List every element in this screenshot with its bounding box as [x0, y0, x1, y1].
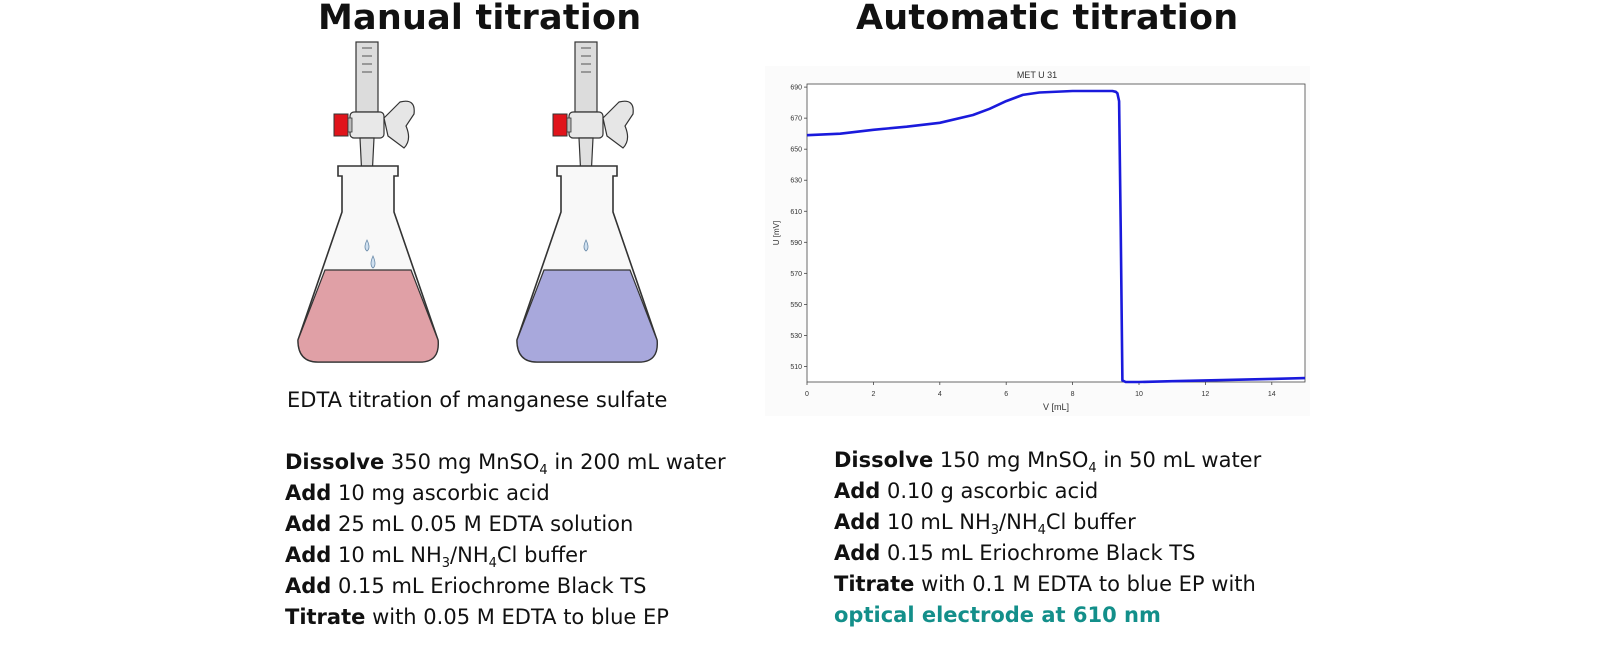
x-tick-label: 4 — [938, 391, 942, 398]
y-tick-label: 650 — [790, 147, 802, 154]
step-text: with 0.05 M EDTA to blue EP — [372, 605, 669, 629]
step-verb: Titrate — [834, 572, 915, 596]
x-tick-label: 8 — [1071, 391, 1075, 398]
x-tick-label: 12 — [1202, 391, 1210, 398]
y-tick-label: 670 — [790, 116, 802, 123]
step-text: 350 mg MnSO — [390, 450, 540, 474]
step-subscript: 3 — [990, 523, 1000, 538]
x-tick-label: 0 — [805, 391, 809, 398]
step-subscript: 4 — [1037, 523, 1046, 538]
step-text: /NH — [450, 543, 489, 567]
stopcock-handle — [602, 100, 634, 149]
step-line: Titrate with 0.1 M EDTA to blue EP with — [834, 569, 1261, 600]
x-tick-label: 10 — [1135, 391, 1143, 398]
drop-icon — [583, 239, 589, 252]
y-tick-label: 630 — [790, 178, 802, 185]
flask-liquid-after — [516, 269, 658, 363]
step-verb: Add — [285, 574, 332, 598]
step-line: Add 0.15 mL Eriochrome Black TS — [834, 538, 1261, 569]
step-text: with 0.1 M EDTA to blue EP with — [921, 572, 1256, 596]
axis-ticks: 0 2 4 6 8 10 12 14 510 530 550 570 590 610 630 650 670 69… — [790, 85, 1275, 398]
titration-curve-line — [806, 89, 1306, 384]
y-tick-label: 530 — [790, 333, 802, 340]
step-line: Add 25 mL 0.05 M EDTA solution — [285, 509, 726, 540]
x-tick-label: 14 — [1268, 391, 1276, 398]
step-text: 150 mg MnSO — [939, 448, 1089, 472]
y-tick-label: 610 — [790, 209, 802, 216]
step-text: Cl buffer — [496, 543, 587, 567]
step-line: Add 10 mL NH3/NH4Cl buffer — [834, 507, 1261, 538]
step-subscript: 4 — [488, 556, 497, 571]
burette-tube — [574, 41, 598, 113]
stopcock-handle — [383, 100, 415, 149]
step-text: /NH — [999, 510, 1038, 534]
step-verb: Dissolve — [285, 450, 385, 474]
step-line: Dissolve 350 mg MnSO4 in 200 mL water — [285, 447, 726, 478]
flask-after — [516, 41, 658, 363]
step-line: Add 10 mg ascorbic acid — [285, 478, 726, 509]
step-verb: Add — [285, 512, 332, 536]
stopcock-cap — [333, 113, 349, 137]
step-text: 0.15 mL Eriochrome Black TS — [887, 541, 1196, 565]
step-verb: Add — [834, 541, 881, 565]
y-tick-label: 590 — [790, 240, 802, 247]
titration-curve-chart: MET U 31 0 2 4 6 8 10 12 14 510 530 550 570 590 610 63… — [765, 66, 1310, 416]
chart-title: MET U 31 — [1017, 70, 1057, 80]
stopcock-body — [568, 111, 604, 139]
optical-electrode-highlight: optical electrode at 610 nm — [834, 603, 1161, 627]
step-verb: Add — [285, 481, 332, 505]
step-line: Add 10 mL NH3/NH4Cl buffer — [285, 540, 726, 571]
y-axis-label: U [mV] — [772, 221, 781, 245]
step-text: 10 mg ascorbic acid — [338, 481, 550, 505]
burette-tube — [355, 41, 379, 113]
stopcock-body — [349, 111, 385, 139]
x-tick-label: 2 — [871, 391, 875, 398]
plot-frame — [806, 83, 1306, 383]
y-tick-label: 570 — [790, 271, 802, 278]
step-text: 25 mL 0.05 M EDTA solution — [338, 512, 634, 536]
y-tick-label: 510 — [790, 364, 802, 371]
step-text: 10 mL NH — [887, 510, 991, 534]
manual-steps: Dissolve 350 mg MnSO4 in 200 mL water Add… — [285, 447, 726, 633]
step-text: in 200 mL water — [547, 450, 726, 474]
drop-icon — [370, 255, 376, 269]
automatic-titration-title: Automatic titration — [856, 0, 1239, 38]
drop-icon — [364, 239, 370, 252]
step-subscript: 4 — [1088, 461, 1097, 476]
flask-liquid-before — [297, 269, 439, 363]
step-line: Titrate with 0.05 M EDTA to blue EP — [285, 602, 726, 633]
step-subscript: 4 — [539, 463, 548, 478]
step-line: Dissolve 150 mg MnSO4 in 50 mL water — [834, 445, 1261, 476]
manual-caption: EDTA titration of manganese sulfate — [287, 388, 668, 412]
step-text: 0.10 g ascorbic acid — [887, 479, 1099, 503]
step-verb: Dissolve — [834, 448, 934, 472]
step-verb: Add — [834, 510, 881, 534]
x-tick-label: 6 — [1004, 391, 1008, 398]
automatic-step-lines: Dissolve 150 mg MnSO4 in 50 mL water Add … — [834, 445, 1261, 600]
x-axis-label: V [mL] — [1043, 402, 1069, 412]
step-line: Add 0.10 g ascorbic acid — [834, 476, 1261, 507]
step-verb: Titrate — [285, 605, 366, 629]
step-text: 10 mL NH — [338, 543, 442, 567]
step-verb: Add — [285, 543, 332, 567]
step-text: 0.15 mL Eriochrome Black TS — [338, 574, 647, 598]
step-line: Add 0.15 mL Eriochrome Black TS — [285, 571, 726, 602]
stopcock-cap — [552, 113, 568, 137]
automatic-steps: Dissolve 150 mg MnSO4 in 50 mL water Add … — [834, 445, 1261, 631]
step-text: Cl buffer — [1045, 510, 1136, 534]
step-subscript: 3 — [441, 556, 451, 571]
manual-titration-title: Manual titration — [318, 0, 642, 38]
titration-illustration — [297, 41, 658, 363]
y-tick-label: 690 — [790, 85, 802, 92]
step-verb: Add — [834, 479, 881, 503]
flask-before — [297, 41, 439, 363]
y-tick-label: 550 — [790, 302, 802, 309]
step-text: in 50 mL water — [1096, 448, 1262, 472]
